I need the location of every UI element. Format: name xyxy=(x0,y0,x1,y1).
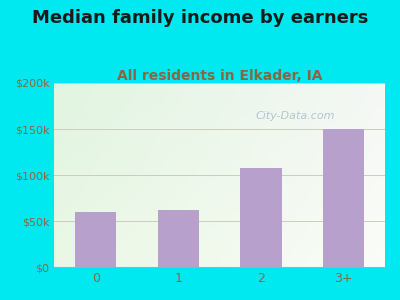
Bar xyxy=(240,168,282,267)
Title: All residents in Elkader, IA: All residents in Elkader, IA xyxy=(117,69,322,83)
Bar xyxy=(158,210,199,267)
Bar xyxy=(75,212,116,267)
Bar xyxy=(323,129,364,267)
Text: City-Data.com: City-Data.com xyxy=(256,111,336,121)
Text: Median family income by earners: Median family income by earners xyxy=(32,9,368,27)
